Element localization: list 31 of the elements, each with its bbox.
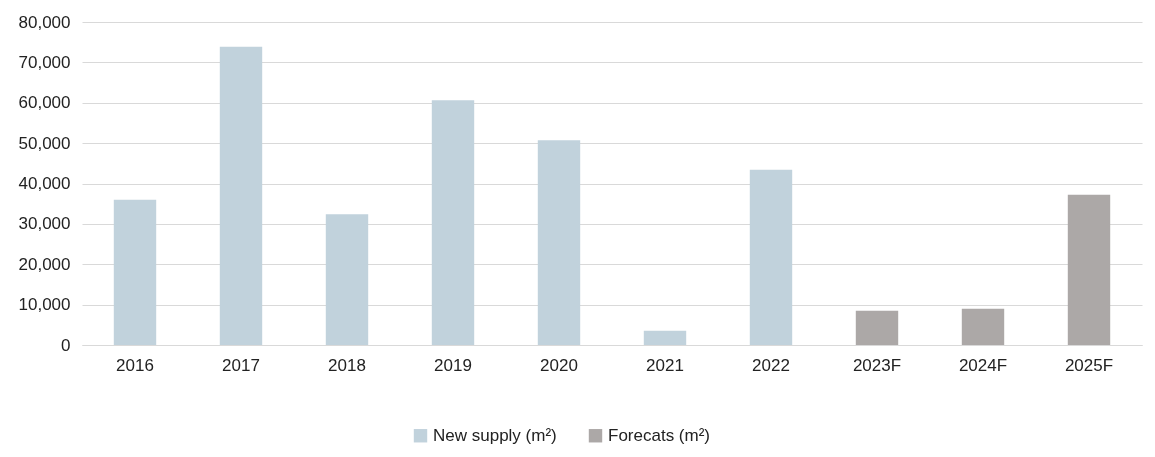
y-tick-label: 10,000 (18, 295, 71, 315)
bar (855, 310, 899, 345)
x-tick-label: 2021 (646, 355, 684, 375)
x-tick-label: 2020 (540, 355, 578, 375)
bar (431, 100, 475, 345)
bar (749, 169, 793, 345)
x-tick-label: 2025F (1064, 355, 1114, 375)
x-tick-label: 2024F (958, 355, 1008, 375)
bar (1067, 194, 1111, 345)
y-tick-label: 20,000 (18, 254, 71, 274)
bar (643, 330, 687, 345)
x-tick-label: 2019 (434, 355, 472, 375)
y-tick-label: 80,000 (18, 12, 71, 32)
bar (537, 140, 581, 345)
x-tick-label: 2023F (852, 355, 902, 375)
y-tick-label: 70,000 (18, 52, 71, 72)
bar (219, 46, 263, 345)
legend-label: New supply (m²) (433, 425, 557, 445)
x-tick-label: 2016 (116, 355, 154, 375)
bar (325, 214, 369, 345)
x-tick-label: 2018 (328, 355, 366, 375)
y-tick-label: 0 (61, 335, 71, 355)
y-tick-label: 40,000 (18, 174, 71, 193)
y-tick-label: 60,000 (18, 93, 71, 113)
legend-label: Forecats (m²) (608, 425, 710, 445)
y-tick-label: 30,000 (18, 214, 71, 234)
y-tick-label: 50,000 (18, 133, 71, 153)
bar (961, 308, 1005, 345)
x-tick-label: 2017 (222, 355, 260, 375)
x-tick-label: 2022 (752, 355, 790, 375)
bar (113, 199, 157, 345)
